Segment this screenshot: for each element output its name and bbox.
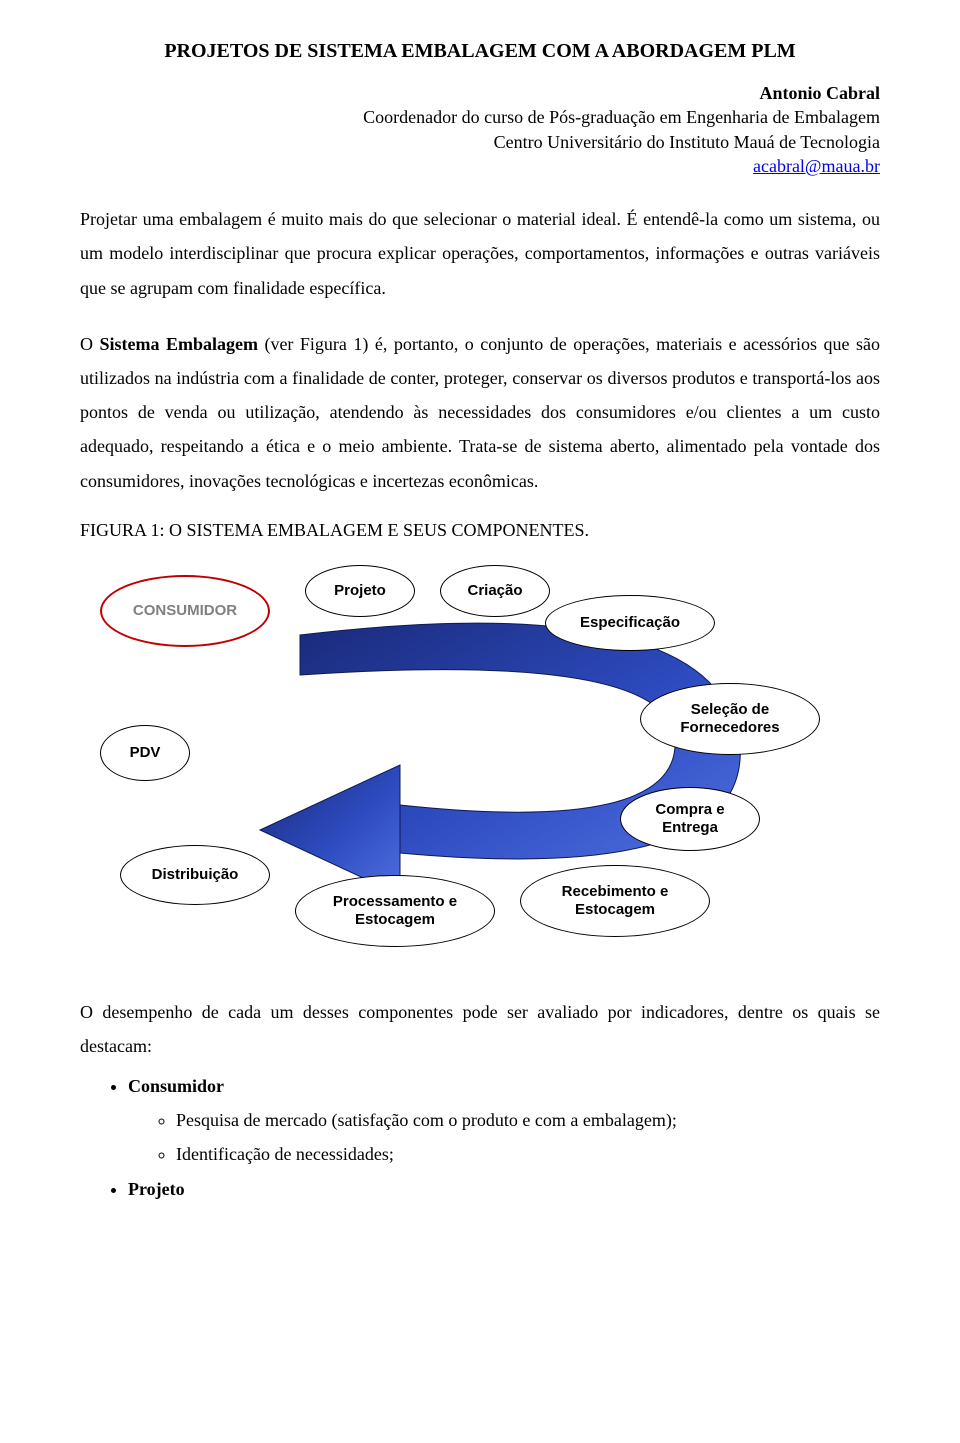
paragraph-1: Projetar uma embalagem é muito mais do q… bbox=[80, 202, 880, 305]
author-institution: Centro Universitário do Instituto Mauá d… bbox=[80, 130, 880, 154]
document-title: PROJETOS DE SISTEMA EMBALAGEM COM A ABOR… bbox=[80, 40, 880, 63]
closing-paragraph: O desempenho de cada um desses component… bbox=[80, 995, 880, 1063]
author-name: Antonio Cabral bbox=[80, 81, 880, 105]
bullet-item: Consumidor Pesquisa de mercado (satisfaç… bbox=[128, 1069, 880, 1172]
bullet-item: Projeto bbox=[128, 1172, 880, 1206]
diagram-node-projeto: Projeto bbox=[305, 565, 415, 617]
figure-1-diagram: CONSUMIDOR Projeto CriaçãoEspecificação Sel… bbox=[100, 555, 860, 975]
diagram-node-fornecedores: Seleção deFornecedores bbox=[640, 683, 820, 755]
document-page: PROJETOS DE SISTEMA EMBALAGEM COM A ABOR… bbox=[0, 0, 960, 1246]
diagram-node-recebimento: Recebimento eEstocagem bbox=[520, 865, 710, 937]
bullet-list: Consumidor Pesquisa de mercado (satisfaç… bbox=[80, 1069, 880, 1206]
bullet-label: Consumidor bbox=[128, 1076, 224, 1096]
diagram-node-consumidor: CONSUMIDOR bbox=[100, 575, 270, 647]
paragraph-2: O Sistema Embalagem (ver Figura 1) é, po… bbox=[80, 327, 880, 498]
diagram-node-criacao: Criação bbox=[440, 565, 550, 617]
bullet-level-1: Consumidor Pesquisa de mercado (satisfaç… bbox=[80, 1069, 880, 1206]
diagram-node-processamento: Processamento eEstocagem bbox=[295, 875, 495, 947]
para2-bold: Sistema Embalagem bbox=[99, 334, 257, 354]
bullet-level-2: Pesquisa de mercado (satisfação com o pr… bbox=[128, 1103, 880, 1171]
diagram-node-especificacao: Especificação bbox=[545, 595, 715, 651]
bullet-subitem: Pesquisa de mercado (satisfação com o pr… bbox=[176, 1103, 880, 1137]
para2-prefix: O bbox=[80, 334, 99, 354]
figure-caption: FIGURA 1: O SISTEMA EMBALAGEM E SEUS COM… bbox=[80, 520, 880, 541]
author-block: Antonio Cabral Coordenador do curso de P… bbox=[80, 81, 880, 178]
diagram-node-distribuicao: Distribuição bbox=[120, 845, 270, 905]
diagram-node-pdv: PDV bbox=[100, 725, 190, 781]
bullet-label: Projeto bbox=[128, 1179, 185, 1199]
para2-rest: (ver Figura 1) é, portanto, o conjunto d… bbox=[80, 334, 880, 491]
author-role: Coordenador do curso de Pós-graduação em… bbox=[80, 105, 880, 129]
author-email-link[interactable]: acabral@maua.br bbox=[753, 156, 880, 176]
bullet-subitem: Identificação de necessidades; bbox=[176, 1137, 880, 1171]
diagram-node-compra: Compra eEntrega bbox=[620, 787, 760, 851]
